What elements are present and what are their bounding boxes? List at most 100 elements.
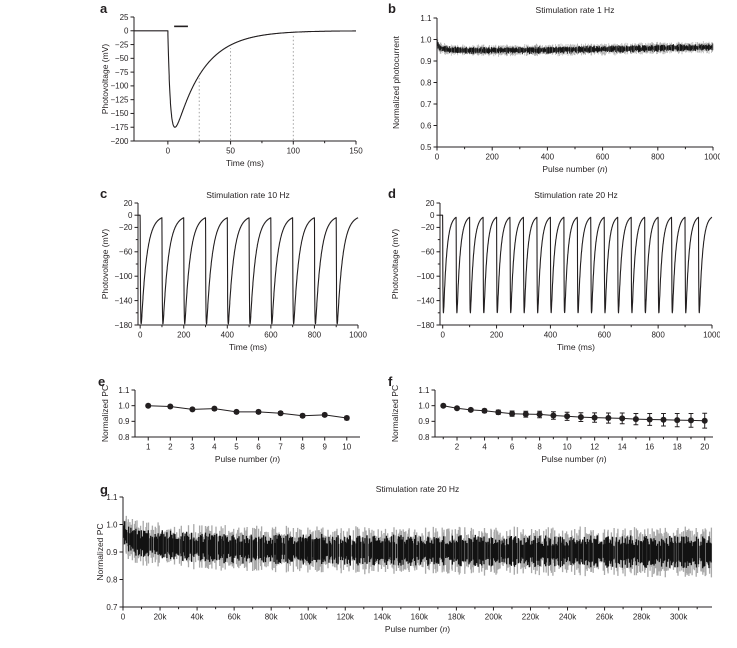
svg-text:0.8: 0.8: [418, 433, 430, 442]
svg-text:−75: −75: [115, 68, 129, 77]
panel-d-label: d: [388, 186, 396, 201]
svg-text:3: 3: [190, 443, 195, 452]
panel-b: b 1.1 1.0 0.9 0.8 0.7 0.6 0.5 0 200 400 600 800 1000…: [385, 0, 720, 178]
svg-text:60k: 60k: [228, 613, 242, 622]
svg-text:Stimulation rate 10 Hz: Stimulation rate 10 Hz: [206, 190, 290, 200]
svg-text:80k: 80k: [265, 613, 279, 622]
svg-text:Normalized PC: Normalized PC: [100, 385, 110, 442]
svg-text:0: 0: [435, 153, 440, 162]
svg-text:20k: 20k: [154, 613, 168, 622]
svg-text:0.7: 0.7: [106, 603, 118, 612]
svg-text:−140: −140: [416, 296, 435, 305]
svg-text:200k: 200k: [485, 613, 503, 622]
svg-text:1: 1: [146, 443, 151, 452]
svg-text:Time (ms): Time (ms): [226, 158, 264, 168]
svg-text:240k: 240k: [559, 613, 577, 622]
panel-a-chart: 25 0 −25 −50 −75 −100 −125 −150 −175 −200 0 50 100 15…: [100, 13, 363, 168]
svg-text:200: 200: [177, 331, 191, 340]
svg-text:14: 14: [618, 443, 627, 452]
panel-e-chart: 1.1 1.0 0.9 0.8 1 2 3 4 5 6 7 8 9 10 Pulse number (n) N…: [100, 385, 360, 464]
svg-text:4: 4: [212, 443, 217, 452]
svg-text:600: 600: [596, 153, 610, 162]
svg-text:100k: 100k: [300, 613, 318, 622]
svg-text:−200: −200: [110, 137, 129, 146]
svg-text:0.7: 0.7: [420, 100, 432, 109]
svg-text:25: 25: [120, 13, 129, 22]
panel-g-label: g: [100, 482, 108, 497]
svg-text:140k: 140k: [374, 613, 392, 622]
svg-text:40k: 40k: [191, 613, 205, 622]
svg-text:Time (ms): Time (ms): [557, 342, 595, 352]
svg-text:Photovoltage (mV): Photovoltage (mV): [100, 229, 110, 300]
svg-text:0.9: 0.9: [420, 57, 432, 66]
svg-text:0: 0: [138, 331, 143, 340]
panel-f-label: f: [388, 374, 393, 389]
svg-text:Time (ms): Time (ms): [229, 342, 267, 352]
svg-text:7: 7: [278, 443, 283, 452]
svg-text:800: 800: [651, 153, 665, 162]
svg-text:300k: 300k: [670, 613, 688, 622]
panel-c: c 20 0 −20 −60 −100 −140 −180 0 200 400 600 800 1000…: [95, 185, 380, 365]
panel-f-chart: 1.1 1.0 0.9 0.8 2 4 6 8 10 12 14 16 18 20 Pulse number…: [390, 385, 713, 464]
svg-text:400: 400: [221, 331, 235, 340]
svg-text:0: 0: [166, 147, 171, 156]
svg-text:9: 9: [322, 443, 327, 452]
svg-text:1.1: 1.1: [420, 14, 432, 23]
svg-text:Stimulation rate 1 Hz: Stimulation rate 1 Hz: [536, 5, 615, 15]
svg-text:Pulse number (n): Pulse number (n): [215, 454, 280, 464]
svg-text:100: 100: [287, 147, 301, 156]
svg-text:−60: −60: [421, 248, 435, 257]
svg-text:2: 2: [168, 443, 173, 452]
svg-text:0: 0: [128, 211, 133, 220]
svg-text:Normalized PC: Normalized PC: [390, 385, 400, 442]
svg-text:1.0: 1.0: [118, 401, 130, 410]
panel-f: f 1.1 1.0 0.9 0.8 2 4 6 8 10 12 14 16 18 20 Pulse numb…: [385, 372, 720, 478]
svg-text:20: 20: [700, 443, 709, 452]
svg-text:Pulse number (n): Pulse number (n): [542, 164, 607, 174]
svg-text:0.6: 0.6: [420, 121, 432, 130]
svg-text:1000: 1000: [703, 331, 720, 340]
svg-text:1.1: 1.1: [118, 386, 130, 395]
svg-text:10: 10: [342, 443, 351, 452]
panel-a: a 25 0 −25 −50 −75 −100 −125 −150 −175 −200 0 50 100…: [95, 0, 380, 178]
svg-text:−150: −150: [110, 109, 129, 118]
svg-text:8: 8: [300, 443, 305, 452]
svg-text:50: 50: [226, 147, 235, 156]
svg-text:−140: −140: [114, 296, 133, 305]
svg-text:−20: −20: [119, 223, 133, 232]
panel-g-chart: 1.1 1.0 0.9 0.8 0.70 20k 40k 60k 80k 100k 120k 140k…: [95, 484, 713, 634]
svg-text:Stimulation rate 20 Hz: Stimulation rate 20 Hz: [534, 190, 618, 200]
svg-text:6: 6: [510, 443, 515, 452]
svg-text:18: 18: [673, 443, 682, 452]
svg-text:Photovoltage (mV): Photovoltage (mV): [100, 44, 110, 115]
svg-text:20: 20: [124, 199, 133, 208]
svg-text:6: 6: [256, 443, 261, 452]
svg-text:150: 150: [349, 147, 363, 156]
svg-text:260k: 260k: [596, 613, 614, 622]
panel-e-label: e: [98, 374, 106, 389]
svg-text:1.0: 1.0: [418, 401, 430, 410]
svg-text:0: 0: [430, 211, 435, 220]
svg-text:−100: −100: [114, 272, 133, 281]
svg-text:0: 0: [121, 613, 126, 622]
panel-e: e 1.1 1.0 0.9 0.8 1 2 3 4 5 6 7 8 9 10 Pulse number (n…: [95, 372, 380, 478]
svg-text:1.0: 1.0: [106, 520, 118, 529]
panel-a-label: a: [100, 1, 108, 16]
svg-text:0.8: 0.8: [420, 78, 432, 87]
svg-text:1000: 1000: [349, 331, 367, 340]
svg-text:280k: 280k: [633, 613, 651, 622]
svg-text:200: 200: [490, 331, 504, 340]
svg-text:180k: 180k: [448, 613, 466, 622]
svg-text:1000: 1000: [704, 153, 720, 162]
svg-text:0: 0: [440, 331, 445, 340]
svg-text:800: 800: [651, 331, 665, 340]
svg-text:−100: −100: [416, 272, 435, 281]
svg-text:Stimulation rate 20 Hz: Stimulation rate 20 Hz: [376, 484, 460, 494]
svg-text:−60: −60: [119, 248, 133, 257]
svg-text:−175: −175: [110, 123, 129, 132]
svg-text:120k: 120k: [337, 613, 355, 622]
svg-text:2: 2: [455, 443, 460, 452]
svg-text:0.8: 0.8: [118, 433, 130, 442]
